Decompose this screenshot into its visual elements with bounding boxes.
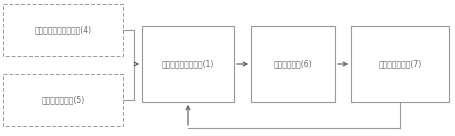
Bar <box>350 26 448 102</box>
Text: 双面激光传感器(5): 双面激光传感器(5) <box>41 95 85 104</box>
Bar <box>3 74 123 126</box>
Text: 位置检测传感器(7): 位置检测传感器(7) <box>378 60 421 69</box>
Bar <box>3 4 123 56</box>
Bar <box>250 26 334 102</box>
Text: 闸量控制系统(6): 闸量控制系统(6) <box>273 60 312 69</box>
Bar <box>142 26 233 102</box>
Text: 双面穿透式双轮传感器(4): 双面穿透式双轮传感器(4) <box>35 26 91 35</box>
Text: 模压生产流控制系统(1): 模压生产流控制系统(1) <box>162 60 214 69</box>
